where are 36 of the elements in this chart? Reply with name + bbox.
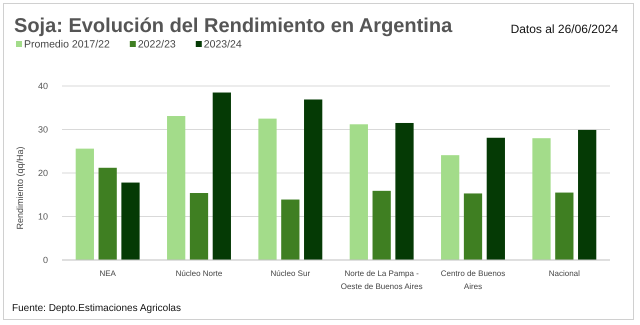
y-tick-label: 30 <box>38 124 48 134</box>
bar <box>464 193 482 260</box>
x-tick-label: NEA <box>99 269 117 278</box>
bar <box>98 168 117 260</box>
source-note: Fuente: Depto.Estimaciones Agricolas <box>12 303 181 314</box>
bar <box>350 124 368 260</box>
x-tick-label: Nacional <box>548 269 580 278</box>
bar <box>486 138 505 260</box>
legend-label: 2023/24 <box>204 38 242 50</box>
y-tick-label: 20 <box>38 168 48 178</box>
x-tick-label: Centro de Buenos Aires <box>440 269 506 291</box>
x-tick-label: Núcleo Sur <box>270 269 310 278</box>
bar <box>281 200 300 260</box>
bar <box>121 182 140 260</box>
x-tick-label: Norte de La Pampa - Oeste de Buenos Aires <box>340 269 423 291</box>
bar <box>190 193 208 260</box>
y-tick-label: 10 <box>38 211 48 222</box>
y-tick-label: 0 <box>42 254 48 265</box>
x-tick-label: Núcleo Norte <box>176 269 223 278</box>
y-axis-title: Rendimiento (qq/Ha) <box>15 146 25 230</box>
chart-subtitle: Datos al 26/06/2024 <box>510 22 618 36</box>
bar <box>372 190 391 260</box>
bar <box>555 192 574 260</box>
bar <box>258 118 277 260</box>
bar <box>212 92 231 260</box>
bar <box>76 148 94 260</box>
bar <box>304 99 322 260</box>
legend-label: 2022/23 <box>138 38 176 50</box>
chart-title: Soja: Evolución del Rendimiento en Argentina <box>14 15 454 37</box>
legend-label: Promedio 2017/22 <box>24 38 110 50</box>
bar <box>167 116 186 260</box>
bar <box>532 138 551 260</box>
bar <box>395 122 414 260</box>
bar <box>441 155 460 260</box>
y-tick-label: 40 <box>38 80 48 91</box>
bar <box>578 130 596 260</box>
